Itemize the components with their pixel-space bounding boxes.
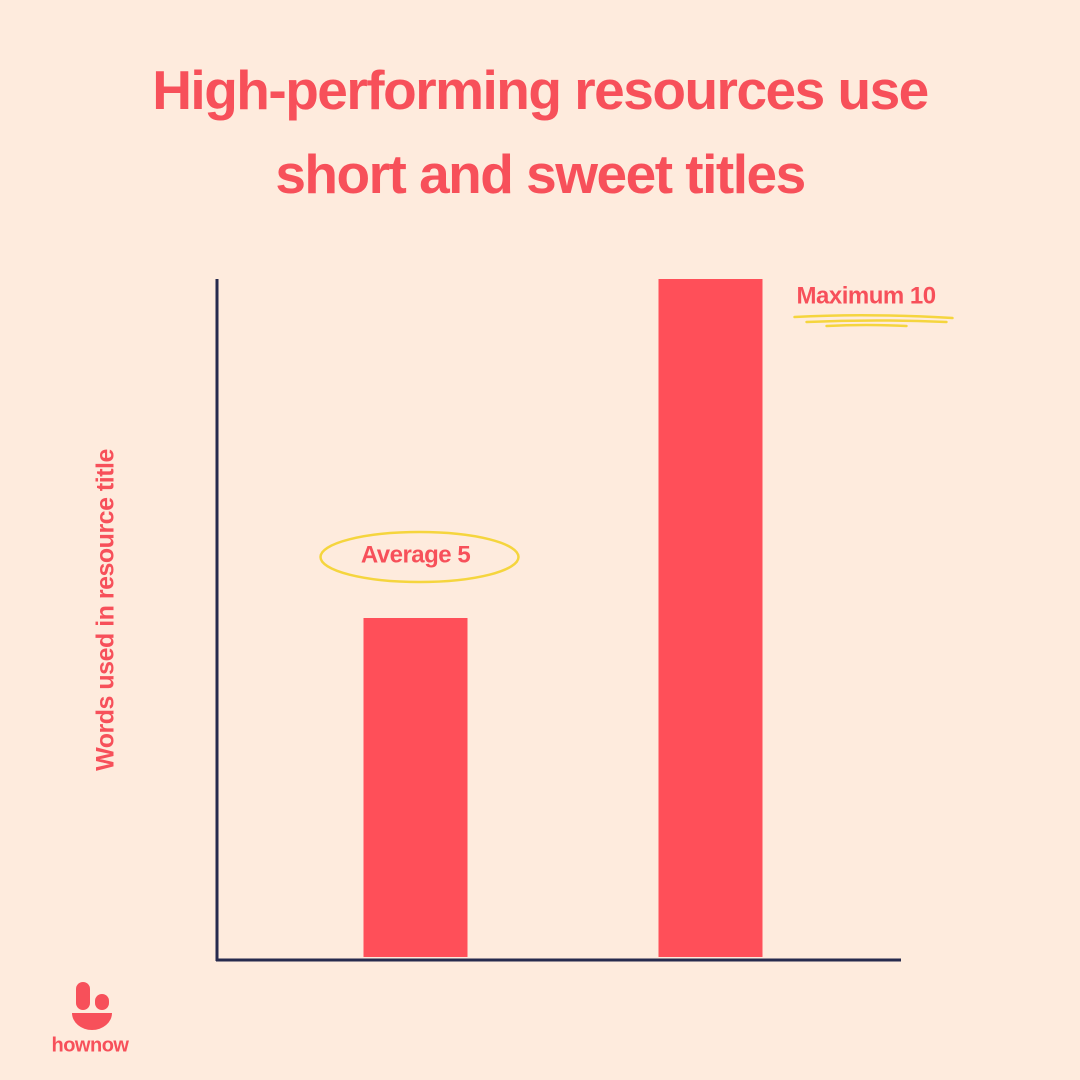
data-label: Maximum 10 [797,282,936,309]
bar [363,618,468,957]
logo-text: hownow [52,1034,130,1056]
y-axis-label: Words used in resource title [92,449,120,771]
logo: hownow [52,982,130,1056]
label-circle [319,530,520,584]
data-label: Average 5 [361,541,471,568]
logo-icon [76,982,90,1010]
logo-icon [72,1013,112,1030]
logo-icon [95,994,109,1010]
chart-title: High-performing resources use short and … [152,59,929,205]
label-underline [793,313,954,328]
bar [658,279,763,957]
